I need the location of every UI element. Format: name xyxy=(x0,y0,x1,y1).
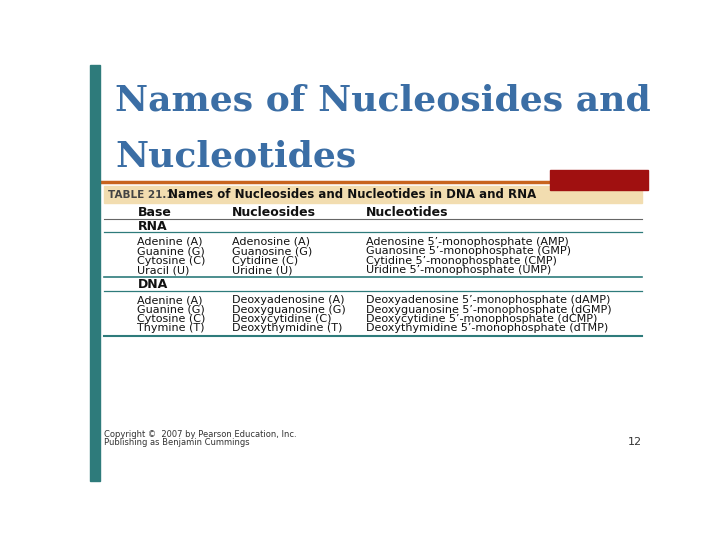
Text: Uridine (U): Uridine (U) xyxy=(233,265,293,275)
Text: Deoxythymidine 5’-monophosphate (dTMP): Deoxythymidine 5’-monophosphate (dTMP) xyxy=(366,323,608,333)
Text: Deoxycytidine (C): Deoxycytidine (C) xyxy=(233,314,332,324)
Text: Adenine (A): Adenine (A) xyxy=(138,237,203,247)
Text: Deoxyadenosine 5’-monophosphate (dAMP): Deoxyadenosine 5’-monophosphate (dAMP) xyxy=(366,295,611,305)
Text: Publishing as Benjamin Cummings: Publishing as Benjamin Cummings xyxy=(104,438,250,447)
Text: Cytidine (C): Cytidine (C) xyxy=(233,255,298,266)
Bar xyxy=(90,65,100,481)
Text: Uridine 5’-monophosphate (UMP): Uridine 5’-monophosphate (UMP) xyxy=(366,265,552,275)
Text: Deoxyguanosine (G): Deoxyguanosine (G) xyxy=(233,305,346,315)
Text: Nucleotides: Nucleotides xyxy=(366,206,449,219)
Text: Guanine (G): Guanine (G) xyxy=(138,246,205,256)
Text: Nucleosides: Nucleosides xyxy=(233,206,316,219)
Text: Copyright ©  2007 by Pearson Education, Inc.: Copyright © 2007 by Pearson Education, I… xyxy=(104,430,297,440)
Text: Guanosine (G): Guanosine (G) xyxy=(233,246,312,256)
Text: Names of Nucleosides and Nucleotides in DNA and RNA: Names of Nucleosides and Nucleotides in … xyxy=(168,188,536,201)
Bar xyxy=(104,186,642,203)
Text: Deoxyguanosine 5’-monophosphate (dGMP): Deoxyguanosine 5’-monophosphate (dGMP) xyxy=(366,305,612,315)
Text: Uracil (U): Uracil (U) xyxy=(138,265,190,275)
Text: Cytosine (C): Cytosine (C) xyxy=(138,255,206,266)
Text: Adenine (A): Adenine (A) xyxy=(138,295,203,305)
Text: 12: 12 xyxy=(629,437,642,447)
Text: Cytidine 5’-monophosphate (CMP): Cytidine 5’-monophosphate (CMP) xyxy=(366,255,557,266)
Text: Deoxycytidine 5’-monophosphate (dCMP): Deoxycytidine 5’-monophosphate (dCMP) xyxy=(366,314,598,324)
Text: Guanosine 5’-monophosphate (GMP): Guanosine 5’-monophosphate (GMP) xyxy=(366,246,571,256)
Text: Deoxyadenosine (A): Deoxyadenosine (A) xyxy=(233,295,345,305)
Bar xyxy=(550,170,648,190)
Text: Nucleotides: Nucleotides xyxy=(115,140,356,174)
Text: TABLE 21.1: TABLE 21.1 xyxy=(109,190,174,199)
Text: Thymine (T): Thymine (T) xyxy=(138,323,205,333)
Text: Adenosine (A): Adenosine (A) xyxy=(233,237,310,247)
Text: Names of Nucleosides and: Names of Nucleosides and xyxy=(115,84,651,118)
Text: Cytosine (C): Cytosine (C) xyxy=(138,314,206,324)
Text: Deoxythymidine (T): Deoxythymidine (T) xyxy=(233,323,343,333)
Text: DNA: DNA xyxy=(138,278,168,291)
Text: Guanine (G): Guanine (G) xyxy=(138,305,205,315)
Text: Adenosine 5’-monophosphate (AMP): Adenosine 5’-monophosphate (AMP) xyxy=(366,237,569,247)
Text: RNA: RNA xyxy=(138,220,167,233)
Text: Base: Base xyxy=(138,206,171,219)
